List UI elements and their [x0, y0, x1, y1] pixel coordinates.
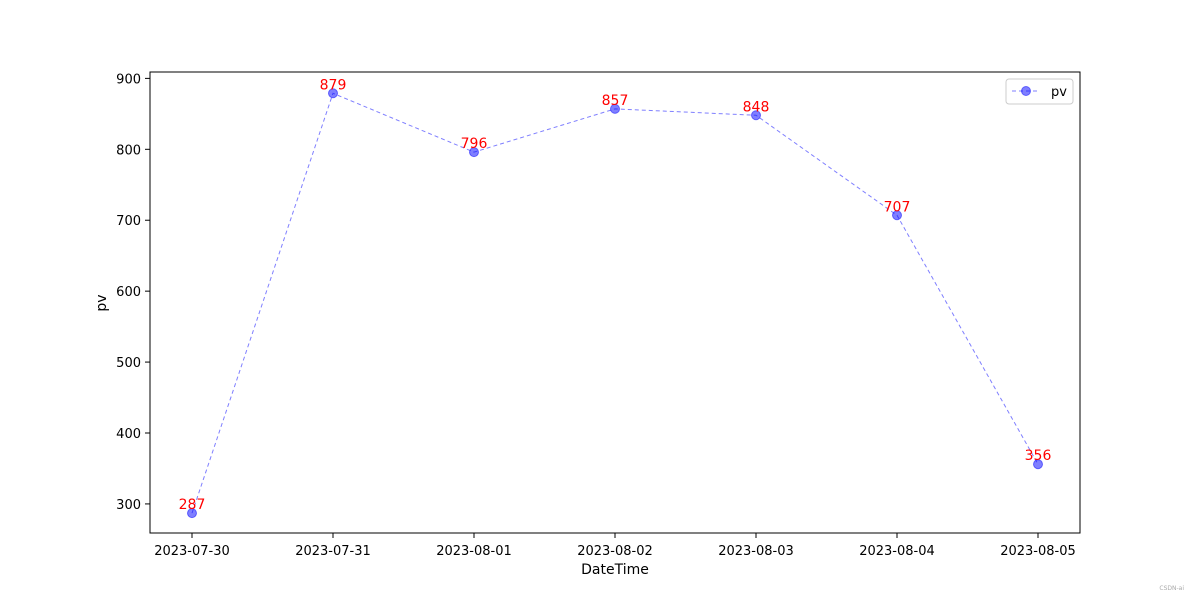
- y-tick-label: 700: [116, 214, 141, 229]
- data-point: [1033, 459, 1043, 470]
- data-label: 857: [602, 93, 629, 109]
- series-line: [191, 92, 1039, 514]
- x-axis-label: DateTime: [581, 562, 649, 578]
- y-tick-label: 400: [116, 427, 141, 442]
- data-label: 287: [179, 497, 206, 513]
- data-point: [469, 147, 479, 158]
- legend-label: pv: [1051, 85, 1067, 100]
- x-tick-label: 2023-08-04: [859, 544, 935, 559]
- x-tick-label: 2023-07-31: [295, 544, 371, 559]
- legend-box: [1005, 78, 1074, 105]
- data-point: [892, 210, 902, 221]
- y-tick-label: 300: [116, 498, 141, 513]
- legend: pv: [1005, 78, 1074, 105]
- y-tick-label: 600: [116, 285, 141, 300]
- data-label: 356: [1025, 448, 1052, 464]
- y-axis-label: pv: [94, 294, 110, 311]
- data-labels: 287 879 796 857 848 707 356: [179, 77, 1052, 513]
- y-tick-label: 800: [116, 143, 141, 158]
- series-pv-line: [191, 92, 1039, 514]
- y-axis: 300 400 500 600 700 800 900: [116, 72, 150, 513]
- x-tick-label: 2023-08-02: [577, 544, 653, 559]
- data-point: [187, 508, 197, 519]
- watermark: CSDN-ai: [1159, 585, 1184, 592]
- y-tick-label: 900: [116, 72, 141, 87]
- data-label: 848: [743, 99, 770, 115]
- data-label: 879: [320, 77, 347, 93]
- x-tick-label: 2023-08-01: [436, 544, 512, 559]
- legend-marker: [1021, 86, 1031, 96]
- data-points: [187, 88, 1043, 519]
- x-tick-label: 2023-08-05: [1000, 544, 1076, 559]
- x-tick-label: 2023-08-03: [718, 544, 794, 559]
- data-point: [328, 88, 338, 99]
- data-point: [610, 103, 620, 114]
- x-tick-label: 2023-07-30: [154, 544, 230, 559]
- data-label: 796: [461, 136, 488, 152]
- plot-border: [149, 71, 1081, 534]
- plot-frame: [149, 71, 1081, 534]
- data-point: [751, 110, 761, 121]
- data-label: 707: [884, 199, 911, 215]
- y-tick-label: 500: [116, 356, 141, 371]
- x-axis: 2023-07-30 2023-07-31 2023-08-01 2023-08-02…: [154, 533, 1076, 559]
